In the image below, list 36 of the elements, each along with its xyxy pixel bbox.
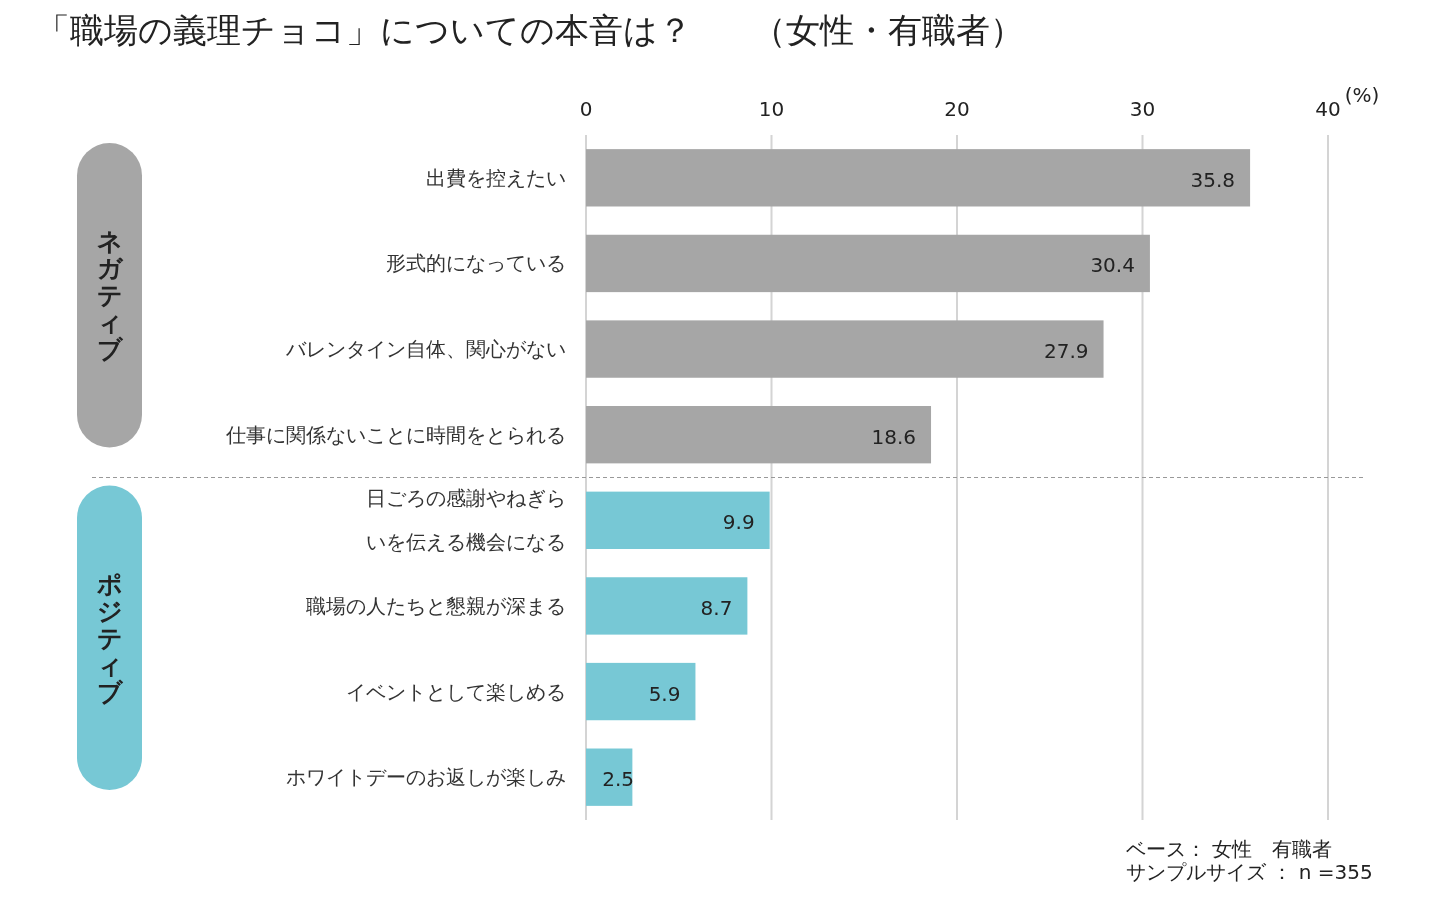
y-tick-label: 日ごろの感謝やねぎらいを伝える機会になる: [366, 486, 566, 555]
bar: [586, 491, 770, 549]
text: ベース： 女性 有職者: [1126, 837, 1333, 861]
text: サンプルサイズ ： n =355: [1126, 860, 1373, 884]
x-tick-label: 10: [758, 97, 785, 121]
data-label: 8.7: [700, 595, 733, 620]
y-tick-label: 出費を控えたい: [426, 165, 566, 190]
bar: [586, 662, 696, 721]
chart-title: 「職場の義理チョコ」についての本音は？: [36, 10, 692, 50]
bar: [586, 748, 633, 806]
x-tick-label: 20: [944, 97, 970, 121]
data-label: 5.9: [648, 681, 681, 706]
bar: [586, 234, 1150, 293]
bar: [586, 320, 1104, 378]
data-label: 35.8: [1190, 167, 1236, 192]
x-axis-title: (%): [1344, 83, 1380, 107]
chart-subtitle: （女性・有職者）: [752, 10, 1024, 50]
y-tick-label: 形式的になっている: [386, 251, 566, 276]
data-label: 18.6: [871, 424, 917, 449]
data-label: 2.5: [602, 767, 634, 792]
x-tick-label: 40: [1315, 97, 1341, 121]
y-tick-label: ホワイトデーのお返しが楽しみ: [286, 765, 566, 790]
data-label: 9.9: [722, 510, 755, 535]
bar: [586, 149, 1251, 207]
group-label: ネガティブ: [77, 143, 142, 448]
data-label: 27.9: [1044, 339, 1089, 364]
bar: [586, 577, 748, 635]
x-tick-label: 0: [579, 97, 593, 121]
data-label: 30.4: [1090, 253, 1135, 278]
y-tick-label: 仕事に関係ないことに時間をとられる: [225, 422, 566, 447]
bar: [586, 406, 932, 464]
y-tick-label: 職場の人たちと懇親が深まる: [306, 593, 566, 618]
y-tick-label: バレンタイン自体、関心がない: [285, 337, 566, 362]
y-tick-label: イベントとして楽しめる: [346, 679, 566, 704]
x-tick-label: 30: [1129, 97, 1156, 121]
group-label: ポジティブ: [77, 485, 142, 790]
